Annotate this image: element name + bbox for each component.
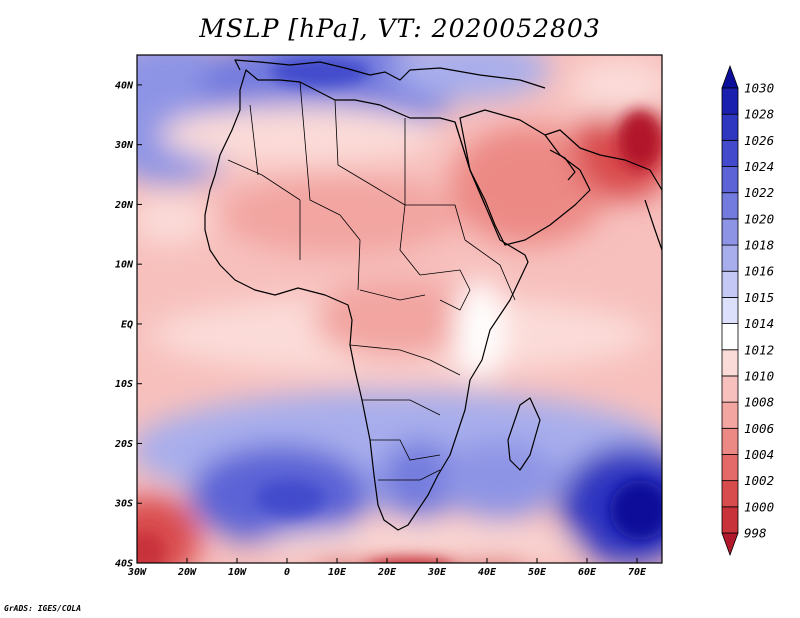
colorbar-label: 1026: [744, 133, 774, 148]
madagascar: [507, 397, 541, 471]
colorbar-label: 1008: [744, 395, 774, 410]
x-tick-label: 50E: [528, 567, 547, 578]
colorbar-label: 1024: [744, 159, 774, 174]
y-tick-label: 30S: [114, 499, 133, 510]
mascarene-core: [610, 480, 662, 540]
colorbar-label: 1004: [744, 447, 774, 462]
country-borders: [227, 81, 516, 481]
x-tick-label: 30E: [427, 567, 447, 578]
colorbar-label: 1014: [744, 316, 774, 331]
colorbar-swatch: [721, 244, 739, 272]
east-african-highlands: [455, 280, 505, 380]
y-tick-label: 20S: [114, 439, 133, 450]
colorbar: 998 1000 1002 1004 1006 1008 1010 1012 1014 1015 1…: [721, 64, 774, 557]
colorbar-swatch: [721, 192, 739, 220]
x-tick-label: 60E: [578, 567, 597, 578]
colorbar-swatch: [721, 218, 739, 246]
colorbar-label: 1028: [744, 107, 774, 122]
x-tick-label: 20W: [177, 567, 197, 578]
colorbar-label: 1000: [744, 499, 774, 514]
colorbar-label: 1016: [744, 264, 774, 279]
africa-coastline: [204, 69, 529, 531]
colorbar-swatch: [721, 139, 739, 167]
colorbar-label: 1010: [744, 368, 774, 383]
sw-low-core: [137, 532, 165, 563]
colorbar-swatch: [721, 349, 739, 377]
y-tick-label: EQ: [121, 319, 133, 330]
x-tick-label: 70E: [628, 567, 647, 578]
x-tick-label: 0: [284, 567, 290, 578]
y-tick-label: 30N: [114, 140, 134, 151]
pressure-field: [137, 55, 662, 563]
colorbar-label: 1018: [744, 238, 774, 253]
colorbar-max-arrow: [721, 64, 739, 89]
colorbar-swatch: [721, 87, 739, 115]
map-title: MSLP [hPa], VT: 2020052803: [199, 14, 601, 43]
colorbar-min-arrow: [721, 532, 739, 557]
grads-credit: GrADS: IGES/COLA: [4, 604, 82, 613]
y-tick-label: 10N: [115, 260, 134, 271]
plot-frame: [136, 54, 663, 564]
iran-plateau: [570, 58, 662, 118]
sahara-north-band: [160, 105, 440, 165]
europe-coast: [234, 59, 546, 89]
iran-coast: [544, 129, 662, 191]
colorbar-swatch: [721, 113, 739, 141]
colorbar-swatch: [721, 506, 739, 534]
colorbar-label: 1002: [744, 473, 774, 488]
colorbar-swatch: [721, 323, 739, 351]
colorbar-swatch: [721, 270, 739, 298]
southern-trough-band: [260, 527, 580, 563]
colorbar-swatch: [721, 480, 739, 508]
arabian-peninsula: [459, 109, 591, 246]
colorbar-label: 1012: [744, 342, 774, 357]
x-tick-label: 10W: [228, 567, 247, 578]
colorbar-swatch: [721, 427, 739, 455]
madagascar-ridge: [440, 440, 560, 520]
colorbar-swatch: [721, 454, 739, 482]
colorbar-label: 1030: [744, 81, 774, 96]
colorbar-swatch: [721, 375, 739, 403]
axis-ticks: 30W 20W 10W 0 10E 20E 30E 40E 50E 60E 70E 40N 30N 20N…: [114, 80, 647, 578]
colorbar-label: 1006: [744, 421, 774, 436]
y-tick-label: 20N: [114, 200, 134, 211]
southern-low-core: [371, 558, 449, 563]
arabian-low: [450, 125, 610, 245]
y-tick-label: 40N: [115, 80, 134, 91]
colorbar-label: 1020: [744, 211, 774, 226]
colorbar-label: 998: [744, 526, 767, 541]
x-tick-label: 40E: [478, 567, 497, 578]
red-sea: [454, 121, 486, 206]
y-tick-label: 10S: [115, 379, 133, 390]
coastlines: [204, 59, 662, 531]
pakistan-core: [618, 110, 662, 170]
west-african-coast: [137, 195, 210, 245]
colorbar-swatch: [721, 401, 739, 429]
colorbar-swatch: [721, 297, 739, 324]
congo-basin: [315, 280, 475, 360]
india-coast: [644, 199, 662, 251]
y-tick-label: 40S: [115, 559, 133, 570]
colorbar-swatch: [721, 166, 739, 194]
colorbar-label: 1022: [744, 185, 774, 200]
x-tick-label: 30W: [127, 567, 147, 578]
colorbar-label: 1015: [744, 290, 774, 305]
x-tick-label: 20E: [377, 567, 397, 578]
x-tick-label: 10E: [328, 567, 347, 578]
st-helena-core: [255, 480, 325, 516]
east-med-high: [390, 55, 550, 100]
persian-gulf: [549, 149, 576, 181]
